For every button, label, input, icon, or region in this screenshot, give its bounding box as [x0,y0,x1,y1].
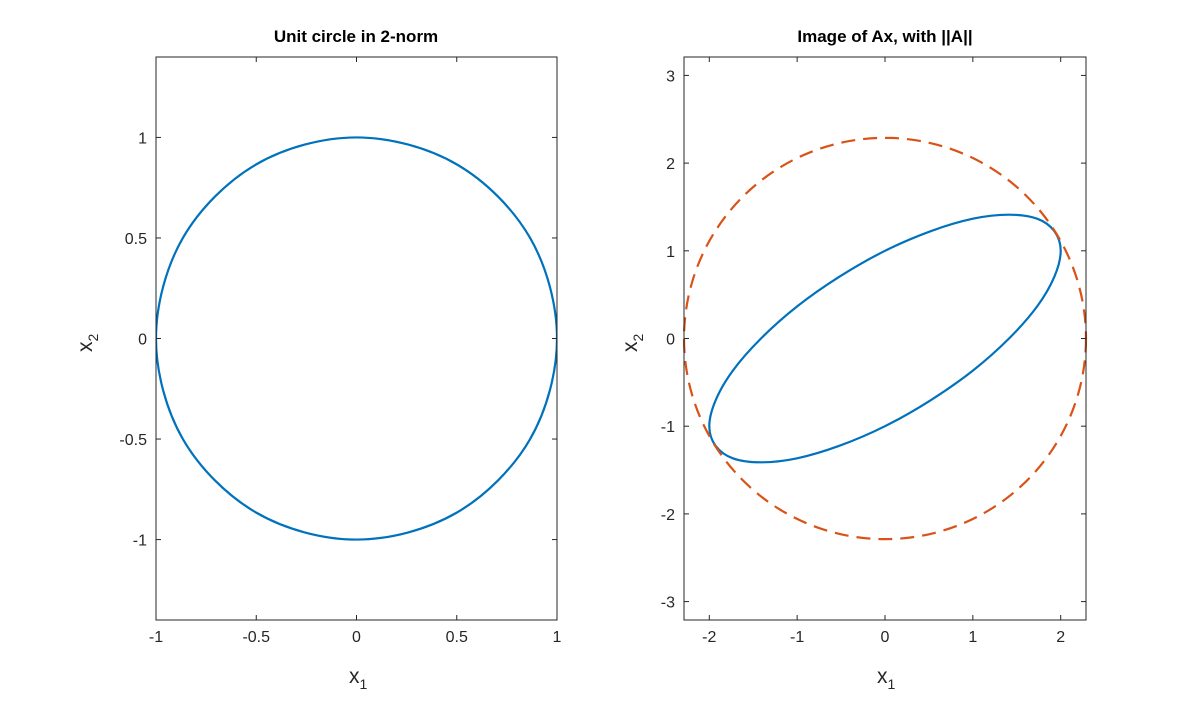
left-xlabel: x1 [349,665,368,692]
y-tick-label: 1 [138,130,147,147]
axes-box [683,56,1087,621]
x-tick-label: -0.5 [242,629,270,646]
norm-circle [682,136,1088,541]
right-xlabel: x1 [877,665,896,692]
x-tick-label: -1 [790,629,804,646]
x-tick-label: 0 [881,629,890,646]
y-tick-label: 0 [138,332,147,349]
right-axes: Image of Ax, with ||A|| x1 x2 -2 -1 0 1 2 -3 -… [619,27,1088,692]
y-tick-label: 1 [666,244,675,261]
x-tick-label: 2 [1056,629,1065,646]
left-ylabel: x2 [74,334,101,353]
x-tick-label: 1 [553,629,562,646]
y-tick-label: 0.5 [125,231,147,248]
series-curve-0 [156,136,557,541]
y-tick-label: -1 [661,419,675,436]
x-tick-label: 0 [352,629,361,646]
y-tick-label: 2 [666,156,675,173]
right-ylabel: x2 [619,334,646,353]
right-title: Image of Ax, with ||A|| [797,27,972,46]
y-tick-label: 0 [666,332,675,349]
x-tick-label: -1 [149,629,163,646]
y-tick-label: -1 [133,533,147,550]
x-tick-label: 1 [968,629,977,646]
series-curve-0 [708,213,1062,464]
axes-box [155,56,558,621]
x-tick-label: -2 [702,629,716,646]
y-tick-label: -0.5 [119,432,147,449]
y-tick-label: -3 [661,595,675,612]
left-axes: Unit circle in 2-norm x1 x2 -1 -0.5 0 0.5 1 -… [74,27,562,692]
y-tick-label: -2 [661,507,675,524]
x-tick-label: 0.5 [446,629,468,646]
y-tick-label: 3 [666,68,675,85]
left-title: Unit circle in 2-norm [274,27,438,46]
